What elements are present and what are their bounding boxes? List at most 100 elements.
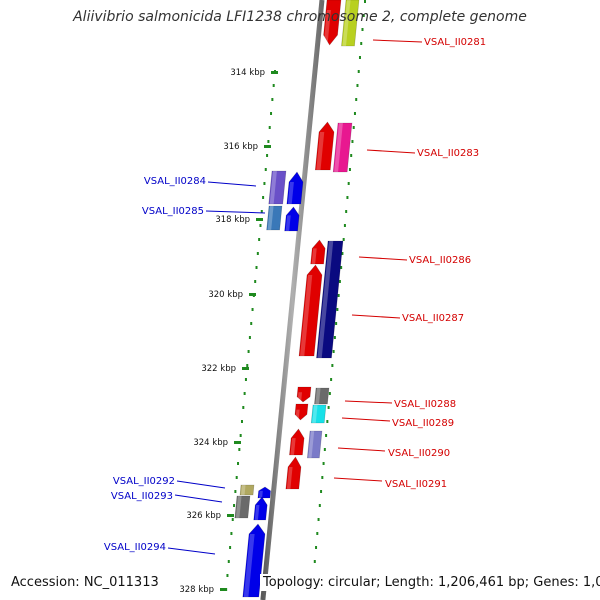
gene-label-vsal-ii0283[interactable]: VSAL_II0283 [417,148,479,159]
track-dot [233,504,236,507]
track-dot [226,574,229,577]
gene-arrow-up-icon[interactable] [242,523,266,598]
kbp-tick-label: 328 kbp [179,585,214,595]
track-dot [258,238,261,241]
track-dot [336,308,339,311]
gene-label-vsal-ii0290[interactable]: VSAL_II0290 [388,448,450,459]
track-dot [352,126,355,129]
track-dot [337,294,340,297]
gene-arrow-up-icon[interactable] [289,428,305,456]
gene-arrow-up-icon[interactable] [298,264,323,357]
feature-block [310,404,327,424]
kbp-tick [234,441,241,444]
track-dot [227,560,230,563]
kbp-tick [249,293,256,296]
track-dot [255,266,258,269]
track-dot [348,168,351,171]
track-dot [360,42,363,45]
track-dot [318,504,321,507]
gene-label-vsal-ii0294[interactable]: VSAL_II0294 [104,542,166,553]
track-dot [235,476,238,479]
gene-labels: VSAL_II0281 VSAL_II0283 VSAL_II0284 VSAL_II… [104,37,486,555]
gene-label-vsal-ii0293[interactable]: VSAL_II0293 [111,491,173,502]
track-dot [237,462,240,465]
gene-arrow-up-icon[interactable] [286,171,304,205]
gene-arrow-up-icon[interactable] [310,239,326,265]
track-dot [356,84,359,87]
track-dot [238,448,241,451]
gene-label-vsal-ii0288[interactable]: VSAL_II0288 [394,399,456,410]
gene-arrow-up-icon[interactable] [285,456,302,490]
track-dot [331,364,334,367]
track-dot [317,518,320,521]
gene-arrow-up-icon[interactable] [314,121,335,171]
gene-leader-line [207,181,257,187]
track-dot [240,420,243,423]
gene-leader-line [358,256,408,261]
gene-label-vsal-ii0289[interactable]: VSAL_II0289 [392,418,454,429]
track-dot [254,280,257,283]
gene-arrow-down-icon[interactable] [296,386,312,403]
gene-label-vsal-ii0285[interactable]: VSAL_II0285 [142,206,204,217]
kbp-tick-label: 326 kbp [186,511,221,521]
gene-arrow-down-icon[interactable] [323,0,342,46]
track-dot [231,518,234,521]
track-dot [347,182,350,185]
genome-summary: Topology: circular; Length: 1,206,461 bp… [260,574,600,591]
gene-leader-line [176,480,226,489]
feature-block [332,122,353,173]
track-dot [242,406,245,409]
gene-label-vsal-ii0287[interactable]: VSAL_II0287 [402,313,464,324]
track-dot [266,154,269,157]
gene-arrow-up-icon[interactable] [253,496,268,521]
track-dot [272,84,275,87]
track-dot [357,70,360,73]
feature-block [314,387,330,405]
feature-block [268,170,287,205]
track-dot [313,560,316,563]
kbp-tick-label: 316 kbp [223,142,258,152]
track-dot [338,280,341,283]
track-dot [316,532,319,535]
track-dot [361,28,364,31]
kbp-tick [220,588,227,591]
track-dot [327,406,330,409]
track-dot [234,490,237,493]
track-dot [328,392,331,395]
track-dot [321,476,324,479]
gene-arrow-up-icon[interactable] [284,206,300,232]
gene-leader-line [167,547,216,555]
gene-label-vsal-ii0286[interactable]: VSAL_II0286 [409,255,471,266]
gene-label-vsal-ii0292[interactable]: VSAL_II0292 [113,476,175,487]
gene-arrow-up-icon[interactable] [257,486,271,499]
gene-arrow-down-icon[interactable] [294,403,309,421]
gene-features [234,0,360,598]
track-dot [332,350,335,353]
kbp-tick [264,145,271,148]
track-dot [345,210,348,213]
track-dot [362,14,365,17]
genome-axis [260,0,325,600]
kbp-tick-label: 318 kbp [215,215,250,225]
track-dot [229,546,232,549]
track-dot [333,336,336,339]
track-dot [251,308,254,311]
accession-label: Accession: NC_011313 [9,574,161,591]
track-dot [350,154,353,157]
gene-leader-line [344,400,393,404]
track-dot [248,336,251,339]
track-dot [264,168,267,171]
gene-leader-line [372,39,423,43]
track-dot [358,56,361,59]
track-dot [341,252,344,255]
gene-label-vsal-ii0284[interactable]: VSAL_II0284 [144,176,206,187]
gene-label-vsal-ii0291[interactable]: VSAL_II0291 [385,479,447,490]
gene-label-vsal-ii0281[interactable]: VSAL_II0281 [424,37,486,48]
track-dot [342,238,345,241]
track-dot [364,0,366,3]
track-dot [343,224,346,227]
gene-leader-line [333,477,383,482]
track-dot [353,112,356,115]
